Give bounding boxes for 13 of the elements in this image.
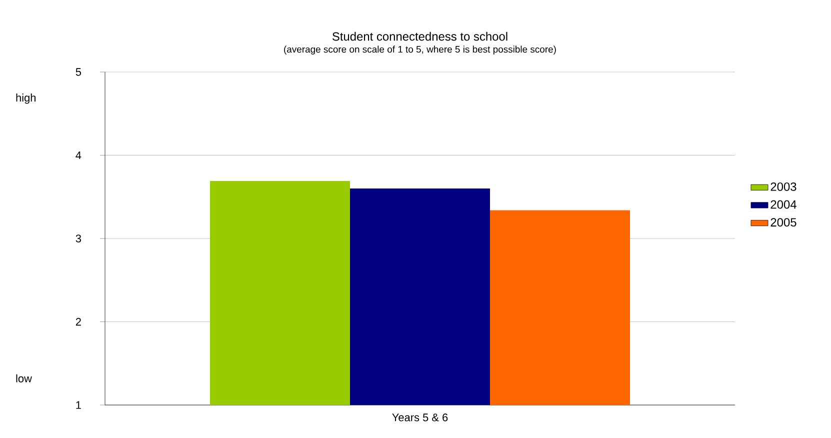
y-tick-label: 4 — [76, 151, 82, 160]
text: low — [16, 374, 32, 382]
text: high — [16, 94, 36, 104]
legend-label: 2005 — [770, 218, 796, 227]
legend-label: 2004 — [770, 200, 796, 209]
chart-title: Student connectedness to school — [332, 32, 508, 41]
chart-subtitle: (average score on scale of 1 to 5, where 5 is best possible score) — [284, 46, 556, 55]
x-tick-label: Years 5 & 6 — [392, 414, 448, 422]
y-tick-label: 5 — [76, 68, 82, 76]
y-tick-label: 1 — [76, 401, 81, 409]
y-tick-label: 2 — [76, 318, 81, 326]
legend-label: 2003 — [770, 182, 796, 191]
y-tick-label: 3 — [76, 234, 81, 242]
